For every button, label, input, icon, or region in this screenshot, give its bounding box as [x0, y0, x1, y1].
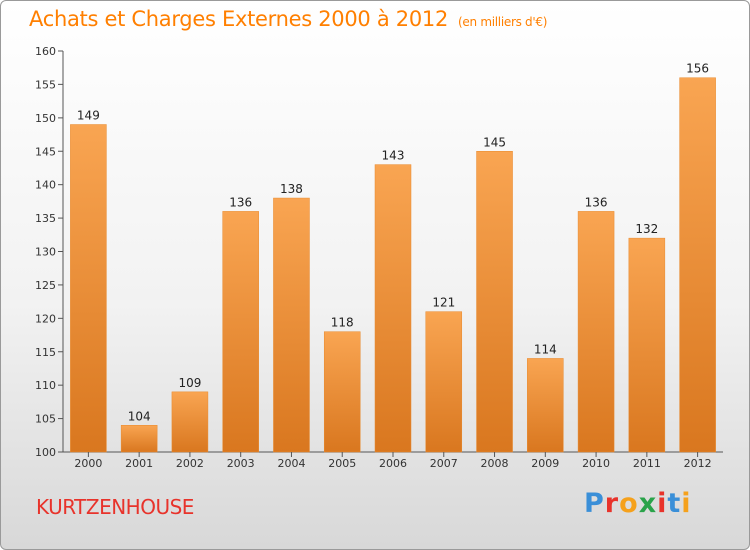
bar-value-label: 156: [686, 62, 709, 76]
bar-value-label: 104: [128, 409, 151, 423]
y-tick-label: 145: [35, 145, 56, 158]
x-tick-label: 2008: [481, 457, 509, 470]
chart-title: Achats et Charges Externes 2000 à 2012 (e…: [29, 7, 547, 31]
commune-name: KURTZENHOUSE: [36, 495, 194, 519]
bar-value-label: 138: [280, 182, 303, 196]
bar-2003: [222, 211, 259, 453]
x-tick-label: 2005: [328, 457, 356, 470]
bars-group: 149 104 109 136 138 118 143 121 145 114 136 132 156: [70, 62, 716, 453]
chart-subtitle: (en milliers d'€): [458, 15, 548, 29]
y-tick-label: 135: [35, 212, 56, 225]
x-tick-label: 2011: [633, 457, 661, 470]
y-tick-label: 115: [35, 346, 56, 359]
y-tick-label: 100: [35, 446, 56, 459]
logo-letter: r: [604, 488, 620, 519]
y-tick-label: 130: [35, 246, 56, 259]
bar-2001: [120, 425, 158, 453]
bar-value-label: 145: [483, 135, 506, 149]
bar-2012: [679, 77, 716, 453]
bar-value-label: 136: [585, 195, 608, 209]
x-axis-labels: 2000 2001 2002 2003 2004 2005 2006 2007 2008 2009…: [74, 452, 712, 470]
x-tick-label: 2001: [125, 457, 153, 470]
bar-2008: [476, 151, 513, 453]
y-tick-label: 120: [35, 312, 56, 325]
bar-2002: [171, 391, 209, 453]
bar-2007: [425, 311, 463, 453]
bar-value-label: 143: [382, 149, 405, 163]
logo-letter: o: [619, 488, 639, 519]
x-tick-label: 2009: [531, 457, 559, 470]
logo-letter: t: [667, 488, 682, 519]
x-tick-label: 2010: [582, 457, 610, 470]
bar-2009: [527, 358, 564, 453]
bar-2000: [70, 124, 107, 453]
bar-value-label: 114: [534, 342, 557, 356]
proxiti-logo: Proxiti: [584, 488, 692, 519]
bar-2004: [273, 197, 310, 453]
logo-letter: x: [638, 488, 658, 519]
y-tick-label: 140: [35, 179, 56, 192]
y-tick-label: 105: [35, 413, 56, 426]
x-tick-label: 2007: [430, 457, 458, 470]
logo-letter: i: [681, 488, 692, 519]
x-tick-label: 2003: [227, 457, 255, 470]
bar-value-label: 149: [77, 109, 100, 123]
bar-value-label: 121: [432, 296, 455, 310]
x-tick-label: 2002: [176, 457, 204, 470]
y-tick-label: 125: [35, 279, 56, 292]
bar-2006: [374, 164, 412, 453]
chart-title-text: Achats et Charges Externes 2000 à 2012: [29, 7, 449, 31]
y-tick-label: 150: [35, 112, 56, 125]
bar-value-label: 109: [178, 376, 201, 390]
x-tick-label: 2004: [277, 457, 305, 470]
y-axis-ticks: 100 105 110 115 120 125 130 135 140 145 150 155 160: [35, 45, 63, 459]
y-tick-label: 110: [35, 379, 56, 392]
x-tick-label: 2006: [379, 457, 407, 470]
y-tick-label: 155: [35, 78, 56, 91]
x-tick-label: 2000: [74, 457, 102, 470]
bar-2005: [323, 331, 361, 453]
bar-2011: [628, 237, 666, 453]
bar-2010: [577, 211, 615, 453]
bar-value-label: 118: [331, 316, 354, 330]
bar-value-label: 136: [229, 195, 252, 209]
y-tick-label: 160: [35, 45, 56, 58]
x-tick-label: 2012: [684, 457, 712, 470]
logo-letter: i: [657, 488, 668, 519]
bar-value-label: 132: [635, 222, 658, 236]
logo-letter: P: [584, 488, 605, 519]
